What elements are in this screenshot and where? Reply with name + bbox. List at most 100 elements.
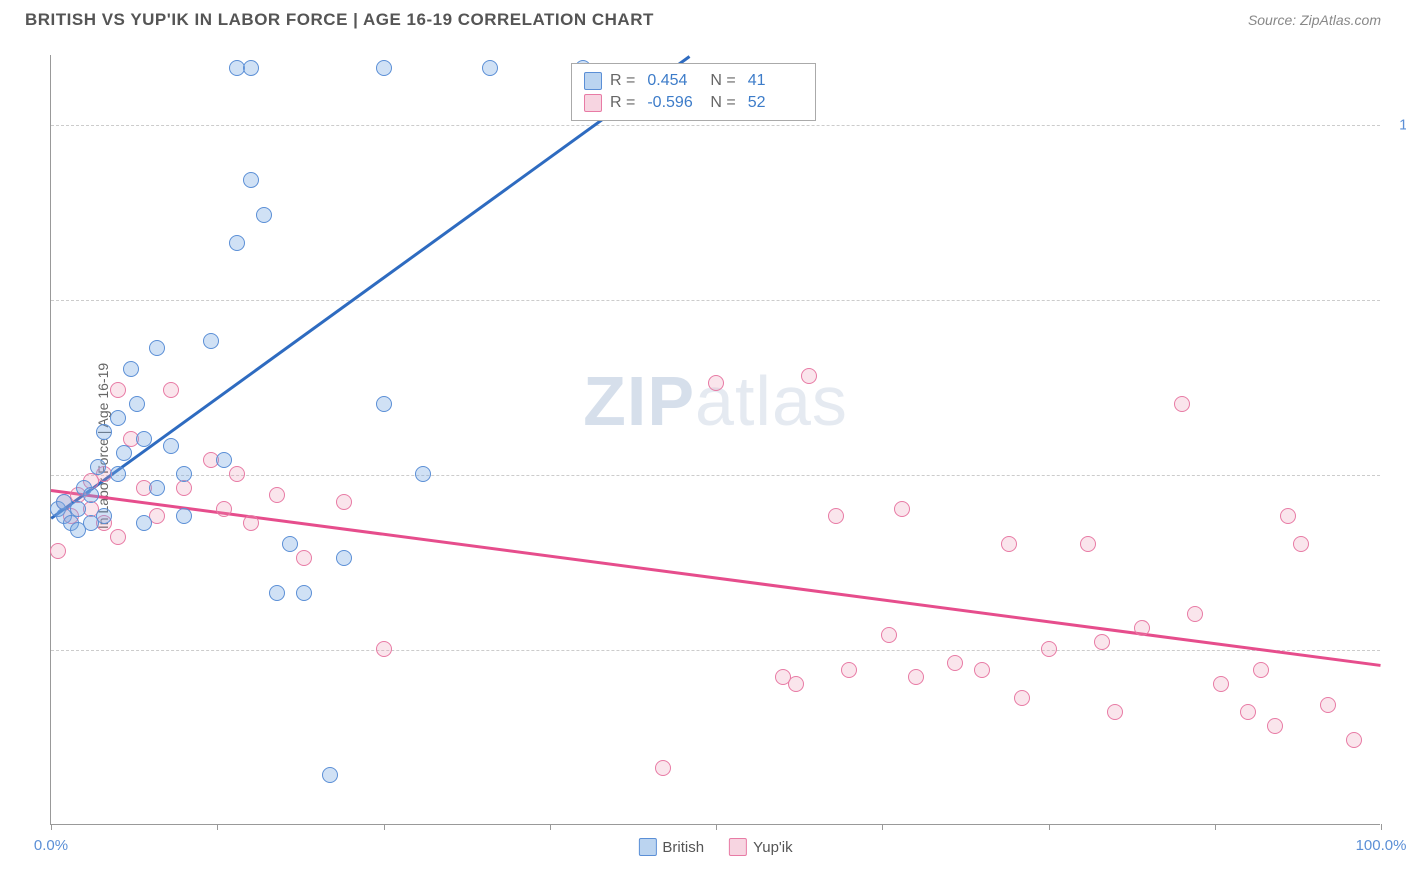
n-value: 41: [748, 72, 803, 90]
data-point: [163, 382, 179, 398]
data-point: [256, 207, 272, 223]
data-point: [296, 550, 312, 566]
data-point: [1174, 396, 1190, 412]
data-point: [176, 466, 192, 482]
data-point: [1213, 676, 1229, 692]
stats-row-yupik: R = -0.596 N = 52: [584, 92, 803, 114]
data-point: [110, 466, 126, 482]
data-point: [216, 501, 232, 517]
r-label: R =: [610, 94, 635, 112]
y-tick-label: 25.0%: [1390, 642, 1406, 659]
data-point: [269, 487, 285, 503]
data-point: [1240, 704, 1256, 720]
data-point: [83, 487, 99, 503]
data-point: [788, 676, 804, 692]
data-point: [376, 396, 392, 412]
data-point: [149, 340, 165, 356]
data-point: [1346, 732, 1362, 748]
data-point: [216, 452, 232, 468]
data-point: [243, 60, 259, 76]
gridline: [51, 300, 1380, 301]
data-point: [801, 368, 817, 384]
data-point: [376, 641, 392, 657]
x-tick-mark: [1215, 824, 1216, 830]
data-point: [974, 662, 990, 678]
data-point: [229, 235, 245, 251]
data-point: [243, 515, 259, 531]
data-point: [229, 466, 245, 482]
legend-item-yupik: Yup'ik: [729, 838, 793, 856]
data-point: [1107, 704, 1123, 720]
data-point: [1320, 697, 1336, 713]
data-point: [415, 466, 431, 482]
data-point: [70, 501, 86, 517]
stats-legend: R = 0.454 N = 41 R = -0.596 N = 52: [571, 63, 816, 121]
data-point: [336, 494, 352, 510]
data-point: [482, 60, 498, 76]
gridline: [51, 125, 1380, 126]
x-tick-mark: [1049, 824, 1050, 830]
x-tick-label: 100.0%: [1356, 837, 1406, 854]
data-point: [116, 445, 132, 461]
data-point: [136, 515, 152, 531]
x-tick-mark: [1381, 824, 1382, 830]
chart-title: BRITISH VS YUP'IK IN LABOR FORCE | AGE 1…: [25, 10, 654, 30]
x-tick-label: 0.0%: [34, 837, 68, 854]
swatch-icon: [638, 838, 656, 856]
swatch-icon: [584, 94, 602, 112]
data-point: [1134, 620, 1150, 636]
series-legend: British Yup'ik: [638, 838, 792, 856]
data-point: [123, 361, 139, 377]
data-point: [1280, 508, 1296, 524]
data-point: [894, 501, 910, 517]
data-point: [322, 767, 338, 783]
y-tick-label: 100.0%: [1390, 117, 1406, 134]
data-point: [296, 585, 312, 601]
data-point: [176, 508, 192, 524]
x-tick-mark: [384, 824, 385, 830]
stats-row-british: R = 0.454 N = 41: [584, 70, 803, 92]
data-point: [908, 669, 924, 685]
data-point: [828, 508, 844, 524]
data-point: [90, 459, 106, 475]
x-tick-mark: [550, 824, 551, 830]
data-point: [1267, 718, 1283, 734]
r-value: 0.454: [647, 72, 702, 90]
data-point: [176, 480, 192, 496]
data-point: [1253, 662, 1269, 678]
source-attribution: Source: ZipAtlas.com: [1248, 12, 1381, 28]
y-tick-label: 50.0%: [1390, 467, 1406, 484]
data-point: [708, 375, 724, 391]
r-label: R =: [610, 72, 635, 90]
swatch-icon: [729, 838, 747, 856]
legend-label: British: [662, 839, 704, 856]
n-label: N =: [710, 72, 735, 90]
legend-item-british: British: [638, 838, 704, 856]
n-value: 52: [748, 94, 803, 112]
x-tick-mark: [716, 824, 717, 830]
data-point: [269, 585, 285, 601]
swatch-icon: [584, 72, 602, 90]
data-point: [1041, 641, 1057, 657]
data-point: [1094, 634, 1110, 650]
data-point: [96, 424, 112, 440]
data-point: [376, 60, 392, 76]
data-point: [1014, 690, 1030, 706]
n-label: N =: [710, 94, 735, 112]
x-tick-mark: [882, 824, 883, 830]
data-point: [136, 431, 152, 447]
gridline: [51, 475, 1380, 476]
data-point: [655, 760, 671, 776]
data-point: [96, 508, 112, 524]
data-point: [50, 543, 66, 559]
x-tick-mark: [217, 824, 218, 830]
y-tick-label: 75.0%: [1390, 292, 1406, 309]
data-point: [110, 529, 126, 545]
data-point: [110, 410, 126, 426]
data-point: [163, 438, 179, 454]
data-point: [149, 480, 165, 496]
data-point: [203, 333, 219, 349]
data-point: [1001, 536, 1017, 552]
data-point: [243, 172, 259, 188]
data-point: [129, 396, 145, 412]
